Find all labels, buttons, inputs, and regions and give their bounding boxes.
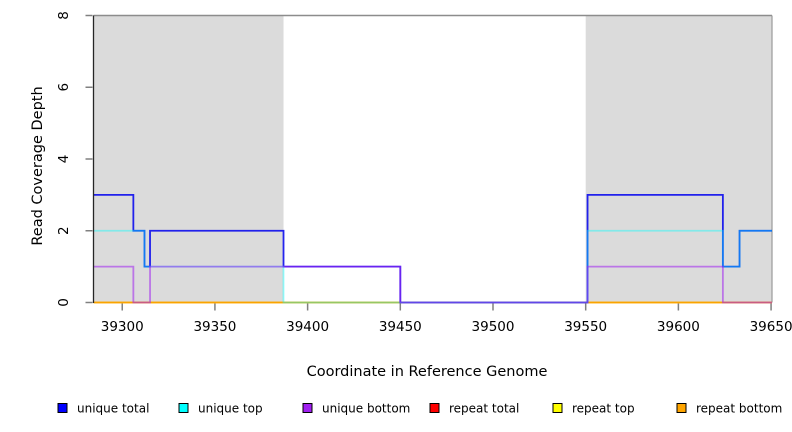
legend-swatch-repeat-total <box>429 403 440 413</box>
legend-label-repeat-bottom: repeat bottom <box>696 402 782 416</box>
series-line-layer <box>93 193 772 304</box>
x-tick-label: 39350 <box>193 319 236 335</box>
x-tick-label: 39650 <box>750 319 792 335</box>
legend-label-unique-bottom: unique bottom <box>322 402 410 416</box>
legend-swatch-repeat-top <box>552 403 563 413</box>
legend-label-repeat-top: repeat top <box>572 402 635 416</box>
y-tick-label: 0 <box>56 298 72 307</box>
legend-swatch-unique-total <box>57 403 68 413</box>
x-tick-label: 39400 <box>286 319 329 335</box>
x-tick-label: 39300 <box>101 319 144 335</box>
legend-swatch-unique-top <box>178 403 189 413</box>
legend-swatch-repeat-bottom <box>676 403 687 413</box>
repeat-region-shade <box>93 15 284 303</box>
y-tick-label: 4 <box>56 155 72 164</box>
legend-label-unique-top: unique top <box>198 402 263 416</box>
y-tick-label: 8 <box>56 11 72 20</box>
x-tick-label: 39450 <box>379 319 422 335</box>
legend-label-unique-total: unique total <box>77 402 149 416</box>
y-axis-title: Read Coverage Depth <box>30 86 46 245</box>
x-tick-label: 39500 <box>472 319 515 335</box>
x-tick-label: 39600 <box>657 319 700 335</box>
legend-label-repeat-total: repeat total <box>449 402 519 416</box>
axis-layer: 39300 39350 39400 39450 39500 39550 39600 39650… <box>56 11 792 335</box>
x-tick-label: 39550 <box>564 319 607 335</box>
y-tick-label: 6 <box>56 83 72 92</box>
repeat-region-shade <box>585 15 772 303</box>
repeat-region-layer <box>93 14 773 303</box>
legend: unique total unique top unique bottom repea… <box>57 402 782 416</box>
series-line-unique-bottom <box>93 265 772 304</box>
x-axis-title: Coordinate in Reference Genome <box>307 364 548 380</box>
y-tick-label: 2 <box>56 226 72 235</box>
legend-swatch-unique-bottom <box>302 403 313 413</box>
